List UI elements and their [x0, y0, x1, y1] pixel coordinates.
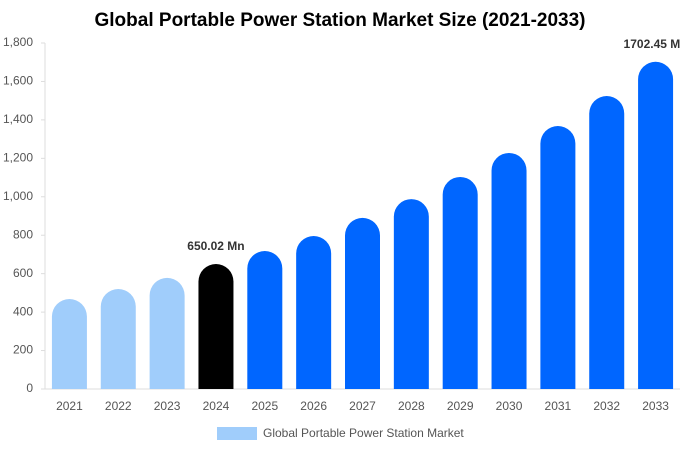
bar: [296, 235, 332, 389]
y-tick-label: 1,200: [3, 151, 33, 165]
bar: [100, 289, 136, 389]
y-tick-label: 1,600: [3, 74, 33, 88]
bar: [442, 176, 478, 389]
bar: [638, 61, 674, 389]
bar: [51, 299, 87, 389]
chart-title: Global Portable Power Station Market Siz…: [95, 10, 586, 31]
x-tick-label: 2028: [398, 399, 425, 413]
y-tick-label: 0: [26, 381, 33, 395]
x-tick-label: 2029: [447, 399, 474, 413]
x-tick-label: 2021: [56, 399, 83, 413]
bar: [198, 264, 234, 389]
x-tick-label: 2031: [545, 399, 572, 413]
bar: [393, 199, 429, 389]
data-label: 1702.45 Mn: [624, 37, 680, 51]
legend-swatch: [217, 427, 257, 440]
bar: [491, 152, 527, 389]
y-tick-label: 600: [13, 266, 33, 280]
data-label: 650.02 Mn: [187, 239, 244, 253]
x-tick-label: 2032: [593, 399, 620, 413]
x-tick-label: 2033: [642, 399, 669, 413]
bar: [149, 277, 185, 389]
y-tick-label: 200: [13, 343, 33, 357]
bar: [589, 96, 625, 389]
x-tick-label: 2025: [251, 399, 278, 413]
x-tick-label: 2030: [496, 399, 523, 413]
y-tick-label: 1,400: [3, 112, 33, 126]
bar: [247, 250, 283, 389]
y-tick-label: 800: [13, 227, 33, 241]
legend-label: Global Portable Power Station Market: [263, 426, 464, 440]
y-tick-label: 1,000: [3, 189, 33, 203]
x-tick-label: 2022: [105, 399, 132, 413]
x-tick-label: 2024: [203, 399, 230, 413]
x-tick-label: 2026: [300, 399, 327, 413]
bar: [345, 217, 380, 389]
bar: [540, 126, 576, 389]
x-tick-label: 2027: [349, 399, 376, 413]
y-tick-label: 1,800: [3, 35, 33, 49]
y-tick-label: 400: [13, 304, 33, 318]
x-tick-label: 2023: [154, 399, 181, 413]
